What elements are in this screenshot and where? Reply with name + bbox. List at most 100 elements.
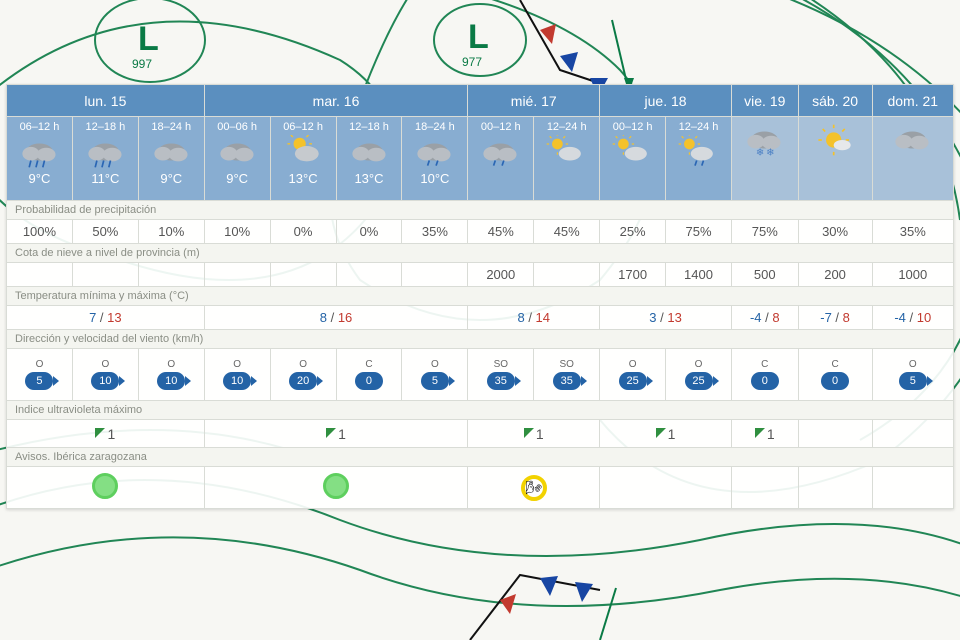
snow-row-cell [204,263,270,287]
temp-cell: 8 / 16 [204,306,468,330]
aviso-cell [731,467,798,509]
precip-row-cell: 0% [336,220,402,244]
timeslot-cell[interactable]: 06–12 h 9°C [7,117,73,201]
precip-row-cell: 100% [7,220,73,244]
snow-row: 2000170014005002001000 [7,263,954,287]
temp-max: 14 [536,310,550,325]
timeslot-cell[interactable]: 12–18 h11°C [72,117,138,201]
pressure-L2-label: L [468,18,489,56]
timeslot-row: 06–12 h9°C12–18 h11°C18–24 h9°C00–06 h9°… [7,117,954,201]
timeslot-cell[interactable] [872,117,953,201]
day-header[interactable]: mié. 17 [468,85,600,117]
slot-time: 06–12 h [7,121,72,133]
snow-row-cell [270,263,336,287]
day-header[interactable]: dom. 21 [872,85,953,117]
pressure-L1-label: L [138,20,159,58]
slot-temp: 9°C [7,171,72,186]
snow-row-cell [534,263,600,287]
aviso-cell: 🌬 [468,467,600,509]
snow-row-cell: 200 [798,263,872,287]
weather-icon-cloud [151,135,192,169]
timeslot-cell[interactable] [731,117,798,201]
avisos-row: 🌬 [7,467,954,509]
temp-max: 13 [107,310,121,325]
slot-temp: 13°C [337,171,402,186]
uv-cell [798,420,872,448]
wind-row-cell: SO35 [534,349,600,401]
wind-dir: C [732,359,798,370]
timeslot-cell[interactable]: 00–06 h9°C [204,117,270,201]
slot-temp: 9°C [205,171,270,186]
wind-row-cell: O10 [72,349,138,401]
timeslot-cell[interactable]: 00–12 h [600,117,666,201]
wind-speed-badge: 10 [223,372,251,390]
wind-label: Dirección y velocidad del viento (km/h) [7,330,954,349]
timeslot-cell[interactable]: 18–24 h 9°C [138,117,204,201]
temp-min: 3 [649,310,656,325]
temp-row: 7 / 138 / 168 / 143 / 13-4 / 8-7 / 8-4 /… [7,306,954,330]
uv-cell: 1 [600,420,732,448]
uv-cell: 1 [468,420,600,448]
snow-row-cell [402,263,468,287]
timeslot-cell[interactable] [798,117,872,201]
slot-temp: 11°C [73,171,138,186]
precip-row-cell: 0% [270,220,336,244]
precip-row-cell: 25% [600,220,666,244]
weather-icon-lightrain [480,135,521,169]
weather-icon-partcloud [546,135,587,169]
wind-speed-badge: 0 [751,372,779,390]
snow-row-cell: 1700 [600,263,666,287]
timeslot-cell[interactable]: 12–24 h [534,117,600,201]
aviso-cell [204,467,468,509]
slot-temp: 9°C [139,171,204,186]
day-header[interactable]: jue. 18 [600,85,732,117]
wind-row-cell: C0 [731,349,798,401]
wind-speed-badge: 5 [25,372,53,390]
weather-icon-lightrain [414,135,455,169]
slot-time: 18–24 h [139,121,204,133]
precip-row-cell: 45% [534,220,600,244]
precip-label: Probabilidad de precipitación [7,201,954,220]
aviso-cell [7,467,205,509]
timeslot-cell[interactable]: 18–24 h10°C [402,117,468,201]
day-header[interactable]: sáb. 20 [798,85,872,117]
snow-row-cell: 1000 [872,263,953,287]
wind-row-cell: O 25 [666,349,732,401]
aviso-green-icon [323,473,349,499]
uv-value: 1 [326,426,346,442]
wind-speed-badge: 25 [685,372,713,390]
slot-time: 12–24 h [666,121,731,133]
day-header[interactable]: lun. 15 [7,85,205,117]
slot-temp: 10°C [402,171,467,186]
aviso-cell [798,467,872,509]
uv-value: 1 [95,426,115,442]
snow-row-cell: 2000 [468,263,534,287]
temp-min: 8 [517,310,524,325]
precip-row-cell: 35% [402,220,468,244]
wind-dir: O [666,359,731,370]
precip-row-cell: 75% [666,220,732,244]
wind-dir: O [139,359,204,370]
wind-dir: O [205,359,270,370]
wind-speed-badge: 0 [355,372,383,390]
day-header[interactable]: vie. 19 [731,85,798,117]
temp-min: -7 [820,310,832,325]
wind-dir: O [271,359,336,370]
timeslot-cell[interactable]: 12–18 h13°C [336,117,402,201]
snow-row-cell [138,263,204,287]
timeslot-cell[interactable]: 00–12 h [468,117,534,201]
timeslot-cell[interactable]: 06–12 h13°C [270,117,336,201]
wind-speed-badge: 35 [487,372,515,390]
day-header[interactable]: mar. 16 [204,85,468,117]
wind-speed-badge: 0 [821,372,849,390]
weather-icon-rain [85,135,126,169]
wind-row-cell: C0 [798,349,872,401]
timeslot-cell[interactable]: 12–24 h [666,117,732,201]
weather-icon-sunshower [678,135,719,169]
uv-row: 11111 [7,420,954,448]
uv-cell: 1 [7,420,205,448]
snow-row-cell [336,263,402,287]
temp-cell: 7 / 13 [7,306,205,330]
snow-row-cell [72,263,138,287]
slot-temp: 13°C [271,171,336,186]
